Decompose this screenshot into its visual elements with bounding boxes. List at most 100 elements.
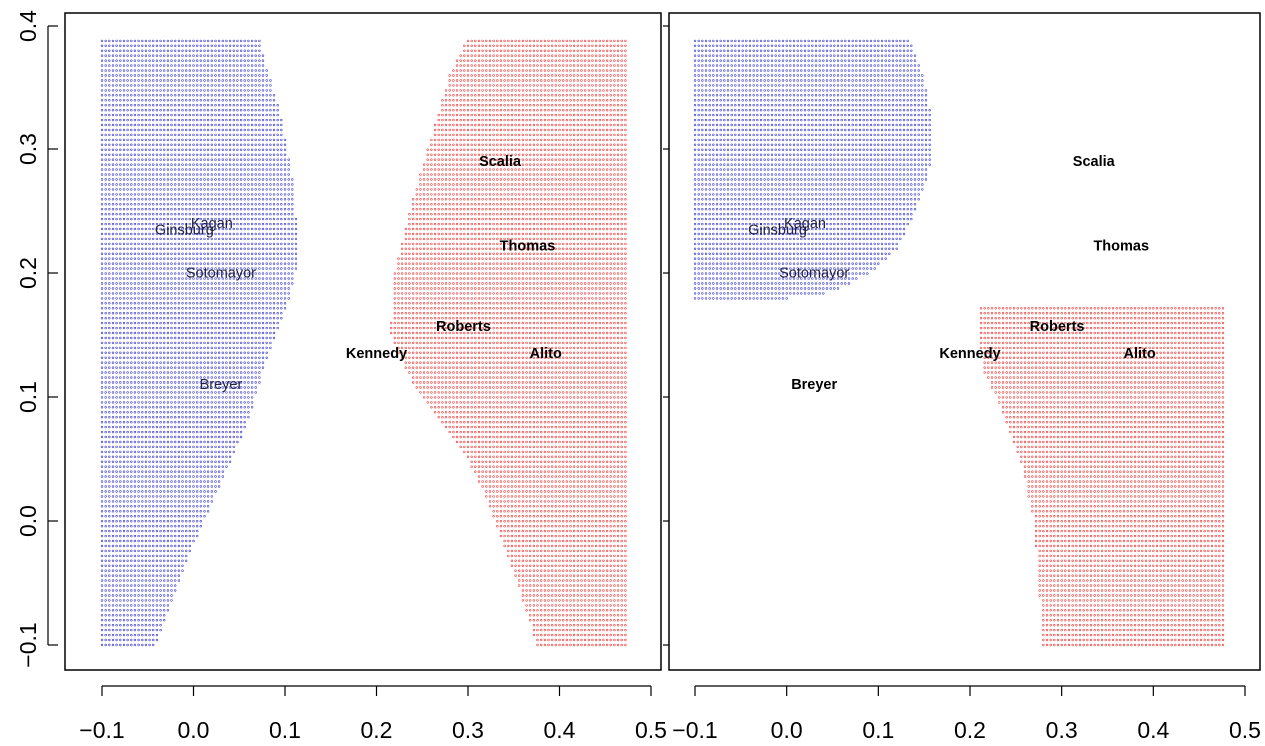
blue-region-dot	[251, 194, 253, 196]
blue-region-dot	[196, 258, 198, 260]
blue-region-dot	[229, 139, 231, 141]
blue-region-dot	[108, 406, 110, 408]
blue-region-dot	[152, 540, 154, 542]
blue-region-dot	[280, 174, 282, 176]
blue-region-dot	[152, 505, 154, 507]
blue-region-dot	[141, 570, 143, 572]
blue-region-dot	[204, 402, 206, 404]
blue-region-dot	[222, 298, 224, 300]
blue-region-dot	[211, 164, 213, 166]
blue-region-dot	[156, 565, 158, 567]
blue-region-dot	[134, 159, 136, 161]
blue-region-dot	[123, 218, 125, 220]
blue-region-dot	[211, 436, 213, 438]
blue-region-dot	[119, 99, 121, 101]
blue-region-dot	[101, 525, 103, 527]
blue-region-dot	[171, 114, 173, 116]
blue-region-dot	[138, 278, 140, 280]
blue-region-dot	[174, 431, 176, 433]
blue-region-dot	[185, 149, 187, 151]
blue-region-dot	[200, 491, 202, 493]
blue-region-dot	[141, 466, 143, 468]
blue-region-dot	[193, 372, 195, 374]
blue-region-dot	[200, 411, 202, 413]
blue-region-dot	[196, 372, 198, 374]
blue-region-dot	[211, 347, 213, 349]
blue-region-dot	[160, 139, 162, 141]
blue-region-dot	[163, 99, 165, 101]
blue-region-dot	[152, 624, 154, 626]
blue-region-dot	[156, 55, 158, 57]
blue-region-dot	[145, 540, 147, 542]
blue-region-dot	[207, 372, 209, 374]
blue-region-dot	[218, 317, 220, 319]
blue-region-dot	[145, 595, 147, 597]
blue-region-dot	[141, 357, 143, 359]
blue-region-dot	[196, 124, 198, 126]
blue-region-dot	[127, 619, 129, 621]
blue-region-dot	[156, 540, 158, 542]
blue-region-dot	[167, 80, 169, 82]
blue-region-dot	[240, 253, 242, 255]
blue-region-dot	[138, 575, 140, 577]
blue-region-dot	[116, 94, 118, 96]
blue-region-dot	[240, 198, 242, 200]
blue-region-dot	[160, 406, 162, 408]
blue-region-dot	[284, 233, 286, 235]
blue-region-dot	[237, 90, 239, 92]
blue-region-dot	[218, 456, 220, 458]
blue-region-dot	[171, 436, 173, 438]
blue-region-dot	[185, 555, 187, 557]
blue-region-dot	[189, 45, 191, 47]
blue-region-dot	[119, 476, 121, 478]
blue-region-dot	[123, 327, 125, 329]
blue-region-dot	[101, 451, 103, 453]
blue-region-dot	[185, 70, 187, 72]
blue-region-dot	[105, 535, 107, 537]
blue-region-dot	[108, 213, 110, 215]
blue-region-dot	[207, 357, 209, 359]
blue-region-dot	[240, 164, 242, 166]
blue-region-dot	[171, 109, 173, 111]
blue-region-dot	[291, 268, 293, 270]
blue-region-dot	[116, 164, 118, 166]
blue-region-dot	[156, 164, 158, 166]
blue-region-dot	[196, 184, 198, 186]
blue-region-dot	[222, 476, 224, 478]
blue-region-dot	[193, 85, 195, 87]
blue-region-dot	[259, 55, 261, 57]
blue-region-dot	[200, 85, 202, 87]
blue-region-dot	[255, 50, 257, 52]
blue-region-dot	[233, 70, 235, 72]
blue-region-dot	[145, 332, 147, 334]
blue-region-dot	[277, 253, 279, 255]
blue-region-dot	[160, 159, 162, 161]
blue-region-dot	[105, 357, 107, 359]
blue-region-dot	[167, 461, 169, 463]
blue-region-dot	[149, 570, 151, 572]
blue-region-dot	[204, 85, 206, 87]
blue-region-dot	[244, 99, 246, 101]
blue-region-dot	[259, 337, 261, 339]
blue-region-dot	[163, 268, 165, 270]
blue-region-dot	[266, 342, 268, 344]
blue-region-dot	[134, 263, 136, 265]
blue-region-dot	[130, 382, 132, 384]
blue-region-dot	[101, 619, 103, 621]
blue-region-dot	[291, 203, 293, 205]
blue-region-dot	[196, 189, 198, 191]
blue-region-dot	[185, 387, 187, 389]
blue-region-dot	[108, 570, 110, 572]
blue-region-dot	[145, 258, 147, 260]
blue-region-dot	[218, 322, 220, 324]
blue-region-dot	[145, 609, 147, 611]
blue-region-dot	[270, 169, 272, 171]
blue-region-dot	[156, 525, 158, 527]
blue-region-dot	[237, 347, 239, 349]
blue-region-dot	[255, 293, 257, 295]
blue-region-dot	[174, 520, 176, 522]
blue-region-dot	[204, 208, 206, 210]
blue-region-dot	[171, 124, 173, 126]
blue-region-dot	[160, 624, 162, 626]
blue-region-dot	[145, 268, 147, 270]
